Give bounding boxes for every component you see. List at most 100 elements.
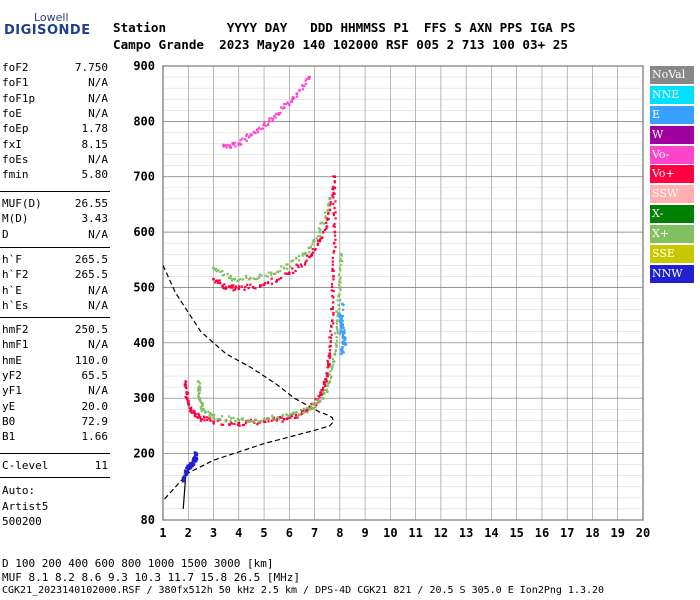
echo-point <box>256 277 259 280</box>
echo-point <box>274 272 277 275</box>
echo-point <box>328 363 331 366</box>
echo-point <box>333 332 337 335</box>
param-row-ye: yE 20.0 <box>2 399 108 414</box>
echo-point <box>254 277 257 281</box>
profile-dashed-line <box>162 265 335 502</box>
echo-point <box>343 329 346 332</box>
echo-point <box>209 418 212 421</box>
echo-point <box>251 420 254 423</box>
echo-point <box>252 131 256 134</box>
echo-point <box>259 420 263 423</box>
echo-point <box>331 187 334 191</box>
echo-point <box>339 281 342 284</box>
echo-point <box>326 359 329 363</box>
echo-point <box>328 208 332 212</box>
echo-point <box>299 408 302 412</box>
echo-point <box>300 411 303 414</box>
param-name: foEp <box>2 122 29 136</box>
echo-point <box>198 397 202 400</box>
echo-point <box>241 417 244 420</box>
echo-point <box>238 424 241 427</box>
echo-point <box>308 407 311 411</box>
echo-point <box>337 295 340 298</box>
echo-point <box>198 385 201 388</box>
param-value: 1.66 <box>81 430 109 444</box>
autoscale-line2: Artist5 <box>2 499 49 513</box>
echo-point <box>228 146 231 149</box>
echo-point <box>341 333 345 336</box>
echo-point <box>327 366 330 369</box>
echo-point <box>229 277 232 280</box>
logo-digisonde: DIGISONDE <box>4 23 91 38</box>
echo-point <box>335 335 338 339</box>
echo-point <box>327 212 330 215</box>
echo-point <box>314 406 317 409</box>
echo-point <box>250 134 253 137</box>
echo-point <box>326 225 329 228</box>
echo-point <box>233 422 236 426</box>
echo-point <box>270 117 273 120</box>
echo-point <box>247 287 250 290</box>
echo-point <box>185 473 188 476</box>
echo-point <box>328 204 331 207</box>
echo-point <box>304 79 307 82</box>
echo-point <box>330 307 333 311</box>
echo-point <box>194 413 198 416</box>
echo-point <box>203 419 206 422</box>
echo-point <box>321 231 325 234</box>
param-row-fof2: foF2 7.750 <box>2 60 108 75</box>
param-value: 5.80 <box>81 168 109 182</box>
echo-point <box>256 423 259 426</box>
echo-point <box>296 264 300 267</box>
echo-point <box>322 222 326 225</box>
echo-point <box>318 234 321 238</box>
echo-point <box>324 389 327 392</box>
echo-point <box>245 134 248 137</box>
param-value: N/A <box>88 384 108 398</box>
echo-point <box>329 340 332 344</box>
echo-point <box>264 274 267 277</box>
plot-frame <box>162 65 644 521</box>
echo-point <box>282 417 286 421</box>
echo-point <box>217 269 220 272</box>
echo-point <box>258 126 261 129</box>
param-value: 20.0 <box>81 399 109 413</box>
echo-point <box>333 360 336 363</box>
echo-point <box>340 330 344 333</box>
echo-point <box>341 323 344 326</box>
x-tick-label: 17 <box>560 526 574 540</box>
footer-file-info: CGK21_2023140102000.RSF / 380fx512h 50 k… <box>2 585 605 596</box>
echo-point <box>312 406 315 410</box>
echo-point <box>329 344 332 348</box>
echo-point <box>185 397 189 400</box>
echo-point <box>332 322 335 325</box>
echo-point <box>280 276 283 280</box>
echo-point <box>302 85 305 88</box>
autoscale-line3: 500200 <box>2 515 42 528</box>
echo-point <box>324 383 327 386</box>
echo-point <box>289 412 293 416</box>
echo-point <box>327 217 330 221</box>
echo-point <box>275 417 279 421</box>
echo-point <box>295 263 298 266</box>
echo-point <box>212 266 215 270</box>
echo-point <box>186 465 189 468</box>
echo-point <box>236 279 239 283</box>
echo-point <box>264 420 267 424</box>
param-value: 110.0 <box>74 353 108 367</box>
echo-point <box>325 372 328 375</box>
param-value: 65.5 <box>81 368 109 382</box>
echo-point <box>334 342 337 345</box>
echo-point <box>313 240 316 243</box>
echo-point <box>236 417 240 420</box>
param-separator <box>0 453 110 454</box>
echo-point <box>297 266 300 269</box>
echo-point <box>331 260 334 263</box>
echo-point <box>221 274 224 277</box>
echo-point <box>276 113 279 116</box>
param-value: 250.5 <box>74 323 108 336</box>
header-values: Campo Grande 2023 May20 140 102000 RSF 0… <box>113 37 568 52</box>
echo-point <box>269 273 273 276</box>
echo-point <box>331 285 334 288</box>
echo-point <box>198 413 201 417</box>
